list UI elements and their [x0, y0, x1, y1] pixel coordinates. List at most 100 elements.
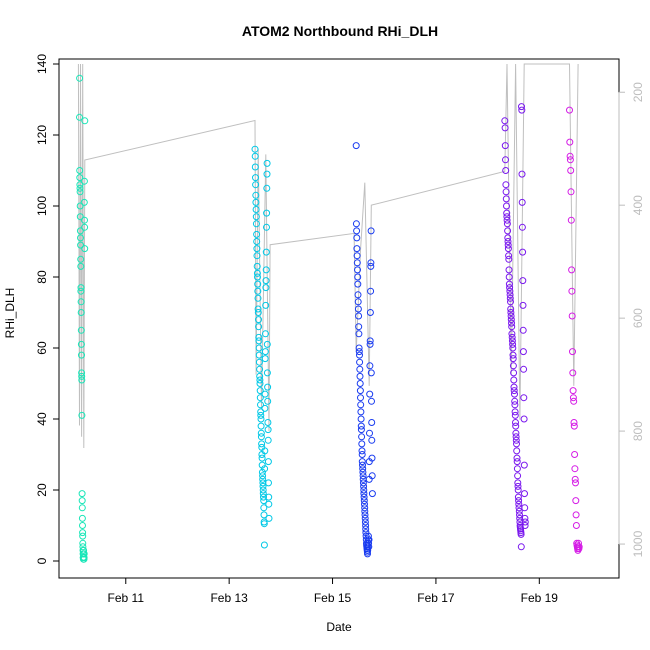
- data-point-flight-3: [356, 372, 364, 380]
- data-point-flight-3: [353, 252, 361, 260]
- right-pressure-axis: 200 400 600 800 1000: [618, 82, 645, 557]
- y-tick-label: 80: [35, 270, 49, 284]
- data-point-flight-4: [518, 223, 526, 231]
- data-point-flight-5: [572, 497, 580, 505]
- data-point-flight-1: [78, 369, 86, 377]
- data-point-flight-3: [354, 305, 362, 313]
- data-point-flight-4: [509, 340, 517, 348]
- data-point-flight-3: [352, 220, 360, 228]
- data-point-flight-2: [254, 273, 261, 281]
- data-point-flight-1: [81, 245, 89, 253]
- y-tick-label: 100: [35, 196, 49, 216]
- data-point-flight-2: [260, 511, 268, 519]
- data-point-flight-4: [512, 419, 519, 426]
- data-point-flight-1: [80, 198, 88, 206]
- data-point-flight-4: [512, 436, 520, 444]
- data-point-flight-2: [254, 305, 262, 313]
- data-point-flight-3: [365, 536, 373, 544]
- data-point-flight-3: [354, 298, 362, 306]
- data-point-flight-2: [257, 408, 265, 416]
- data-point-flight-3: [352, 142, 360, 150]
- data-point-flight-1: [76, 113, 83, 121]
- data-point-flight-4: [502, 195, 510, 203]
- data-point-flight-5: [571, 465, 579, 473]
- data-point-flight-3: [353, 234, 361, 242]
- data-point-flight-2: [263, 184, 271, 192]
- data-point-flight-1: [81, 223, 89, 231]
- data-point-flight-3: [358, 458, 366, 466]
- data-point-flight-1: [78, 351, 85, 359]
- data-point-flight-3: [360, 497, 368, 505]
- data-point-flight-2: [258, 468, 266, 476]
- data-point-flight-5: [569, 369, 577, 377]
- data-point-flight-5: [568, 312, 576, 320]
- pressure-line: [77, 63, 579, 449]
- data-point-flight-1: [80, 546, 88, 554]
- data-point-flight-4: [521, 518, 529, 526]
- y-tick-label: 120: [35, 125, 49, 145]
- data-point-flight-4: [502, 156, 509, 164]
- data-point-flight-4: [519, 277, 527, 285]
- data-point-flight-2: [263, 159, 271, 167]
- data-point-flight-2: [257, 433, 265, 441]
- data-point-flight-4: [511, 411, 519, 419]
- data-point-flight-3: [354, 266, 361, 274]
- data-point-flight-2: [265, 479, 272, 487]
- data-point-flight-2: [260, 497, 268, 505]
- data-point-flight-5: [567, 216, 575, 224]
- data-point-flight-3: [355, 348, 363, 356]
- data-point-flight-2: [261, 404, 269, 412]
- data-point-flight-3: [361, 504, 369, 512]
- data-point-flight-1: [78, 490, 86, 498]
- data-point-flight-2: [259, 482, 267, 490]
- data-point-flight-5: [572, 479, 579, 487]
- data-point-flight-3: [367, 227, 375, 235]
- data-point-flight-2: [261, 348, 269, 356]
- data-point-flight-4: [504, 245, 512, 253]
- data-point-flight-4: [520, 461, 528, 469]
- data-point-flight-2: [257, 411, 265, 419]
- data-point-flight-5: [570, 419, 578, 426]
- data-point-flight-2: [262, 266, 270, 274]
- data-point-flight-2: [255, 344, 263, 352]
- right-tick-label: 200: [631, 82, 645, 102]
- data-point-flight-2: [261, 390, 269, 398]
- data-point-flight-3: [361, 511, 369, 519]
- data-point-flight-4: [511, 390, 518, 398]
- data-point-flight-4: [513, 458, 521, 466]
- y-tick-label: 40: [35, 412, 49, 426]
- data-point-flight-3: [367, 259, 375, 267]
- data-point-flight-4: [506, 287, 514, 295]
- data-point-flight-4: [516, 514, 524, 522]
- data-point-flight-4: [503, 209, 511, 217]
- data-point-flight-1: [78, 504, 86, 512]
- data-point-flight-4: [519, 348, 527, 356]
- data-point-flight-1: [78, 514, 86, 522]
- data-point-flight-2: [254, 287, 262, 295]
- data-point-flight-3: [365, 543, 373, 551]
- data-point-flight-4: [508, 323, 516, 331]
- data-point-flight-5: [566, 156, 574, 164]
- data-point-flight-1: [81, 117, 89, 125]
- data-point-flight-3: [368, 472, 376, 480]
- data-point-flight-2: [259, 486, 267, 494]
- data-point-flight-1: [78, 372, 86, 380]
- data-point-flight-2: [263, 340, 271, 348]
- data-point-flight-2: [253, 230, 261, 238]
- data-point-flight-1: [77, 298, 85, 306]
- data-point-flight-2: [254, 309, 262, 316]
- data-point-flight-2: [257, 422, 265, 430]
- data-point-flight-2: [251, 152, 259, 160]
- data-point-flight-3: [354, 273, 362, 281]
- data-point-flight-3: [355, 344, 363, 352]
- data-point-flight-3: [354, 291, 362, 299]
- data-point-flight-2: [255, 333, 263, 341]
- data-point-flight-1: [81, 216, 88, 224]
- data-point-flight-4: [505, 266, 513, 274]
- data-point-flight-4: [513, 454, 521, 462]
- y-axis: 0 20 40 60 80 100 120 140: [35, 54, 59, 564]
- data-point-flight-4: [518, 198, 526, 206]
- data-point-flight-4: [516, 518, 524, 526]
- y-axis-label: RHi_DLH: [3, 288, 17, 339]
- data-point-flight-4: [512, 422, 520, 430]
